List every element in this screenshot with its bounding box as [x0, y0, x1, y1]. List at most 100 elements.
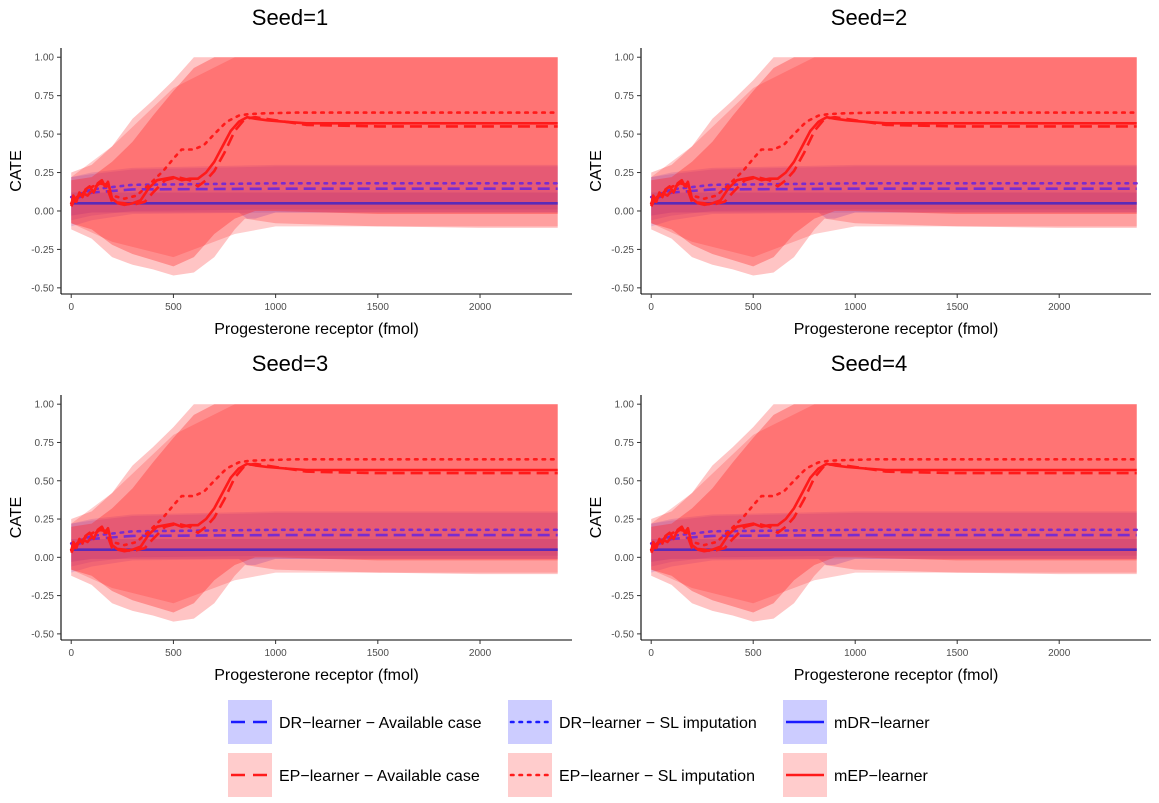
y-tick-label: 0.75 — [35, 91, 55, 102]
series-line-mep-learner — [649, 115, 1137, 207]
x-tick-label: 2000 — [1048, 302, 1071, 313]
y-tick-label: 1.00 — [615, 53, 635, 64]
chart-panel-3: -0.50 -0.25 0.00 0.25 0.50 0.75 1.00 0 500 1000 15… — [8, 351, 572, 684]
series-line-mep-learner — [69, 115, 558, 207]
chart-title: Seed=2 — [831, 5, 907, 30]
band-mep-learner — [71, 57, 558, 267]
legend-item-dr-learner-available-case: DR−learner − Available case — [228, 700, 482, 744]
x-axis-label: Progesterone receptor (fmol) — [794, 667, 999, 684]
series-line-dr-learner-available-case — [650, 187, 1137, 202]
x-axis-label: Progesterone receptor (fmol) — [794, 321, 999, 338]
y-tick-label: 0.00 — [35, 553, 55, 564]
band-ep-learner-sl-imputation — [71, 404, 558, 604]
y-tick-label: -0.25 — [31, 591, 54, 602]
y-tick-label: 0.50 — [35, 130, 55, 141]
x-tick-label: 0 — [648, 648, 654, 659]
y-tick-label: 0.25 — [35, 515, 55, 526]
legend-item-dr-learner-sl-imputation: DR−learner − SL imputation — [508, 700, 757, 744]
band-dr-learner-available-case — [651, 512, 1137, 573]
band-dr-learner-available-case — [71, 166, 558, 227]
band-mdr-learner — [651, 538, 1137, 565]
chart-panel-2: -0.50 -0.25 0.00 0.25 0.50 0.75 1.00 0 500 1000 15… — [588, 5, 1151, 338]
y-axis-label: CATE — [588, 150, 605, 191]
legend-item-ep-learner-available-case: EP−learner − Available case — [228, 753, 480, 797]
x-axis-label: Progesterone receptor (fmol) — [214, 667, 419, 684]
x-tick-label: 1000 — [264, 302, 287, 313]
series-line-dr-learner-sl-imputation — [69, 182, 560, 199]
y-axis-label: CATE — [8, 497, 25, 538]
band-mep-learner — [651, 404, 1137, 613]
y-tick-label: 0.75 — [615, 438, 635, 449]
y-tick-label: 0.25 — [615, 168, 635, 179]
x-tick-label: 1000 — [844, 648, 867, 659]
chart-panel-4: -0.50 -0.25 0.00 0.25 0.50 0.75 1.00 0 500 1000 15… — [588, 351, 1151, 684]
chart-title: Seed=1 — [252, 5, 328, 30]
band-ep-learner-sl-imputation — [71, 57, 558, 258]
y-tick-label: 0.00 — [615, 553, 635, 564]
x-tick-label: 2000 — [469, 302, 492, 313]
x-tick-label: 500 — [745, 302, 762, 313]
x-tick-label: 1000 — [264, 648, 287, 659]
x-tick-label: 2000 — [469, 648, 492, 659]
band-ep-learner-sl-imputation — [651, 57, 1137, 258]
y-tick-label: 0.25 — [615, 515, 635, 526]
y-tick-label: 1.00 — [615, 400, 635, 411]
y-tick-label: 1.00 — [35, 53, 55, 64]
x-axis-label: Progesterone receptor (fmol) — [214, 321, 419, 338]
x-tick-label: 500 — [745, 648, 762, 659]
series-line-dr-learner-available-case — [70, 533, 558, 548]
x-tick-label: 0 — [68, 648, 74, 659]
band-ep-learner-available-case — [651, 57, 1137, 276]
band-ep-learner-available-case — [71, 404, 558, 622]
series-line-mep-learner — [69, 462, 558, 553]
legend-label: DR−learner − Available case — [279, 715, 482, 732]
y-tick-label: -0.50 — [611, 629, 634, 640]
legend-label: mDR−learner — [834, 715, 930, 732]
x-tick-label: 500 — [165, 302, 182, 313]
series-line-ep-learner-sl-imputation — [649, 457, 1138, 552]
legend: DR−learner − Available case DR−learner − … — [228, 700, 930, 797]
band-ep-learner-available-case — [71, 57, 558, 276]
x-tick-label: 2000 — [1048, 648, 1071, 659]
y-tick-label: 1.00 — [35, 400, 55, 411]
x-tick-label: 1500 — [946, 302, 969, 313]
chart-panel-1: -0.50 -0.25 0.00 0.25 0.50 0.75 1.00 0 500 1000 15… — [8, 5, 572, 338]
series-line-mep-learner — [649, 462, 1137, 553]
y-tick-label: 0.50 — [615, 476, 635, 487]
band-ep-learner-sl-imputation — [651, 404, 1137, 604]
band-mdr-learner — [651, 192, 1137, 219]
y-tick-label: 0.75 — [35, 438, 55, 449]
legend-item-mdr-learner: mDR−learner — [783, 700, 930, 744]
series-line-ep-learner-sl-imputation — [69, 111, 560, 205]
y-tick-label: 0.50 — [615, 130, 635, 141]
y-tick-label: 0.00 — [615, 206, 635, 217]
x-tick-label: 1500 — [367, 302, 390, 313]
chart-title: Seed=4 — [831, 351, 907, 376]
legend-item-mep-learner: mEP−learner — [783, 753, 928, 797]
series-line-ep-learner-sl-imputation — [649, 111, 1138, 205]
band-mdr-learner — [71, 192, 558, 219]
legend-label: mEP−learner — [834, 768, 928, 785]
x-tick-label: 1000 — [844, 302, 867, 313]
band-dr-learner-available-case — [651, 166, 1137, 227]
y-tick-label: 0.50 — [35, 476, 55, 487]
band-mep-learner — [651, 57, 1137, 267]
band-dr-learner-available-case — [71, 512, 558, 573]
series-line-dr-learner-available-case — [70, 187, 558, 202]
x-tick-label: 0 — [68, 302, 74, 313]
y-axis-label: CATE — [588, 497, 605, 538]
band-mdr-learner — [71, 538, 558, 565]
y-tick-label: -0.50 — [31, 629, 54, 640]
series-line-dr-learner-sl-imputation — [69, 528, 560, 545]
y-tick-label: -0.50 — [31, 283, 54, 294]
y-tick-label: 0.25 — [35, 168, 55, 179]
y-tick-label: 0.00 — [35, 206, 55, 217]
y-tick-label: -0.25 — [611, 245, 634, 256]
y-tick-label: -0.25 — [31, 245, 54, 256]
legend-label: DR−learner − SL imputation — [559, 715, 757, 732]
y-tick-label: -0.50 — [611, 283, 634, 294]
series-line-dr-learner-sl-imputation — [649, 528, 1138, 545]
series-line-dr-learner-available-case — [650, 533, 1137, 548]
